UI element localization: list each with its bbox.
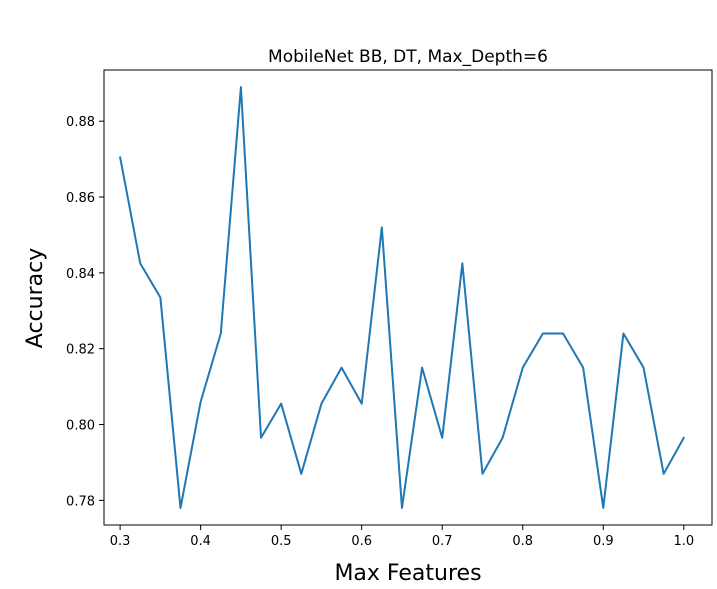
y-tick-label: 0.84 [66,267,95,282]
x-tick-label: 0.5 [271,534,292,549]
x-tick-label: 1.0 [673,534,694,549]
y-axis: 0.78 0.80 0.82 0.84 0.86 0.88 [66,115,104,509]
y-tick-label: 0.78 [66,494,95,509]
y-tick-label: 0.80 [66,419,95,434]
x-tick-label: 0.8 [512,534,533,549]
x-tick-label: 0.9 [593,534,614,549]
y-tick-label: 0.88 [66,115,95,130]
x-tick-label: 0.4 [190,534,211,549]
y-axis-label: Accuracy [23,248,48,348]
x-tick-label: 0.3 [110,534,131,549]
x-axis: 0.3 0.4 0.5 0.6 0.7 0.8 0.9 1.0 [110,525,694,549]
x-axis-label: Max Features [334,561,481,586]
x-tick-label: 0.7 [432,534,453,549]
y-tick-label: 0.82 [66,343,95,358]
axes-frame [103,69,713,526]
chart-title: MobileNet BB, DT, Max_Depth=6 [268,47,548,67]
plot-area [119,86,685,509]
y-tick-label: 0.86 [66,191,95,206]
x-tick-label: 0.6 [351,534,372,549]
